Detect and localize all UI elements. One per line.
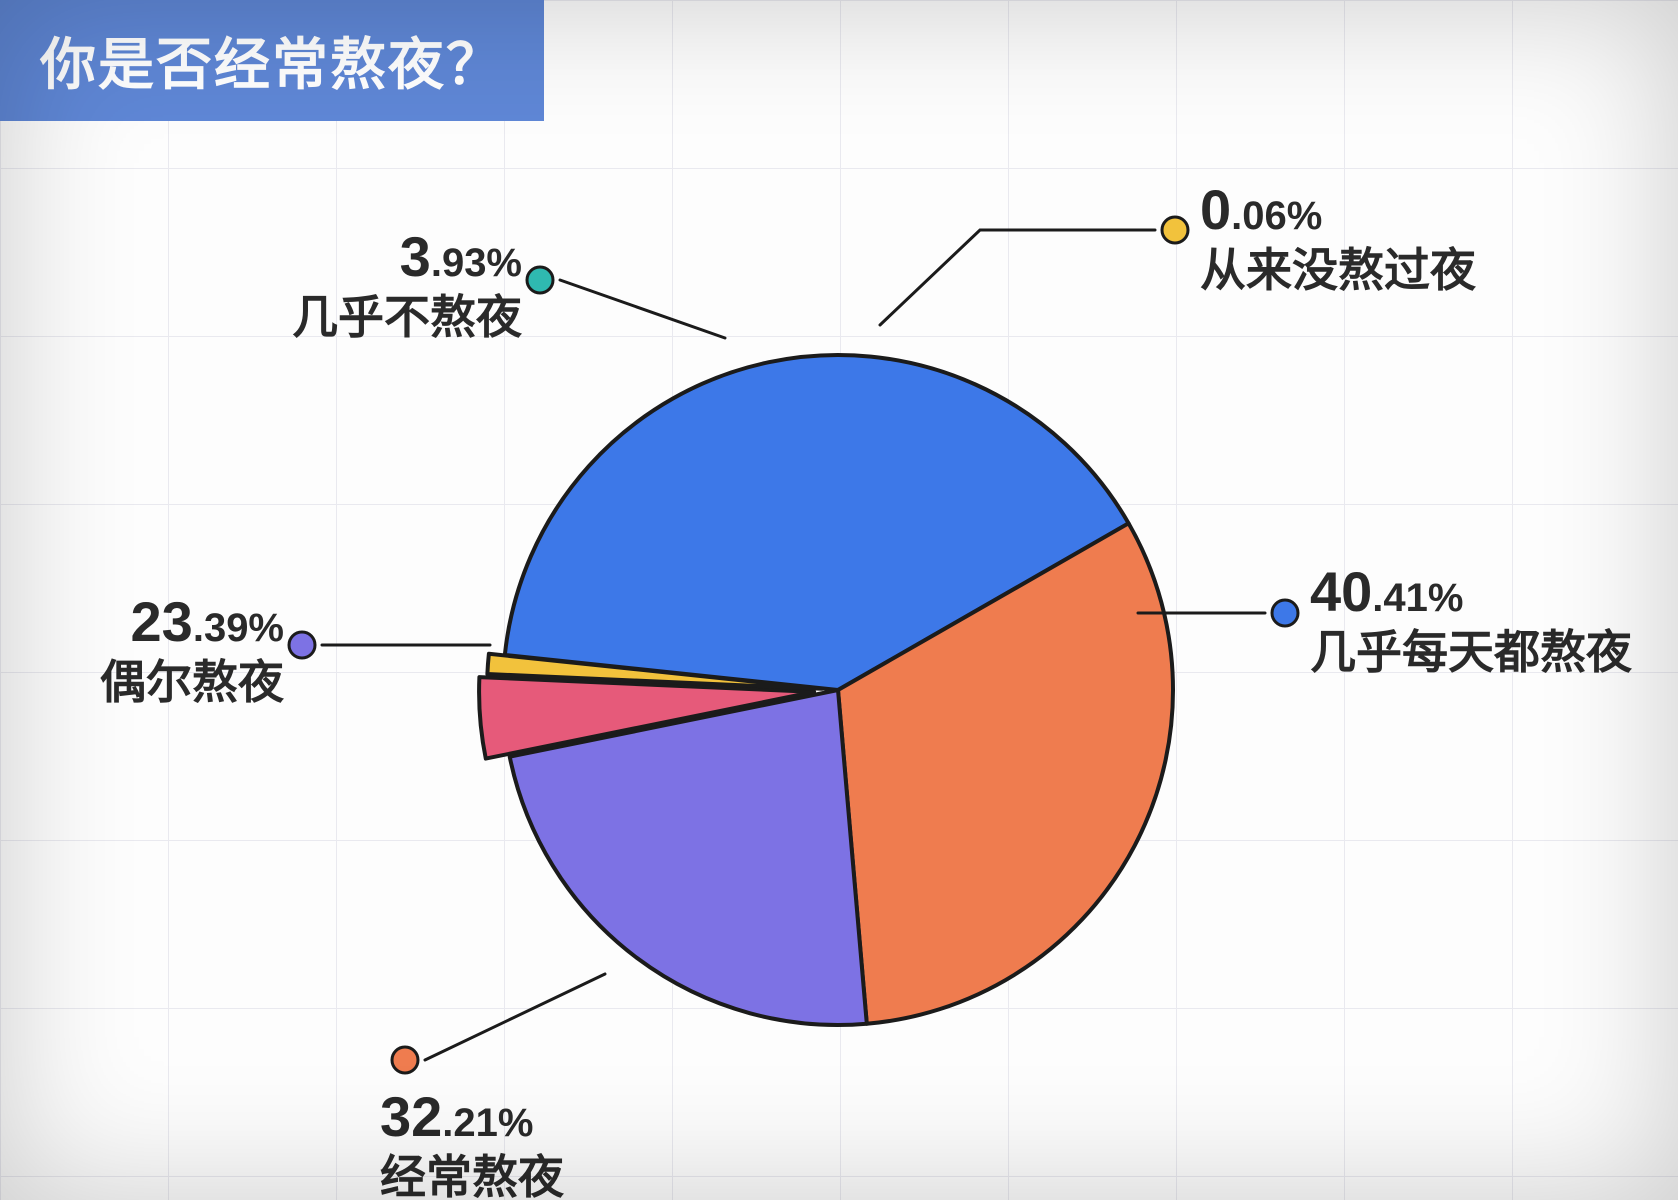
leader-marker-icon [392, 1047, 418, 1073]
leader-marker-icon [289, 632, 315, 658]
slice-label: 3.93% 几乎不熬夜 [292, 225, 522, 344]
slice-name: 从来没熬过夜 [1200, 244, 1476, 297]
slice-label: 32.21% 经常熬夜 [380, 1085, 564, 1200]
leader-line [560, 280, 725, 338]
slice-name: 几乎每天都熬夜 [1310, 626, 1632, 679]
leader-marker-icon [1272, 600, 1298, 626]
chart-title: 你是否经常熬夜？ [0, 0, 544, 121]
chart-title-text: 你是否经常熬夜？ [40, 33, 504, 96]
leader-line [425, 974, 605, 1060]
slice-name: 经常熬夜 [380, 1151, 564, 1200]
leader-marker-icon [527, 267, 553, 293]
slice-label: 23.39% 偶尔熬夜 [100, 590, 284, 709]
slice-percent: 0.06% [1200, 216, 1322, 233]
slice-percent: 3.93% [400, 263, 522, 280]
leader-line [880, 230, 1155, 325]
slice-percent: 23.39% [131, 628, 284, 645]
slice-percent: 40.41% [1310, 598, 1463, 615]
slice-percent: 32.21% [380, 1123, 533, 1140]
leader-marker-icon [1162, 217, 1188, 243]
slice-name: 几乎不熬夜 [292, 291, 522, 344]
slice-label: 40.41% 几乎每天都熬夜 [1310, 560, 1632, 679]
slice-name: 偶尔熬夜 [100, 656, 284, 709]
slice-label: 0.06% 从来没熬过夜 [1200, 178, 1476, 297]
